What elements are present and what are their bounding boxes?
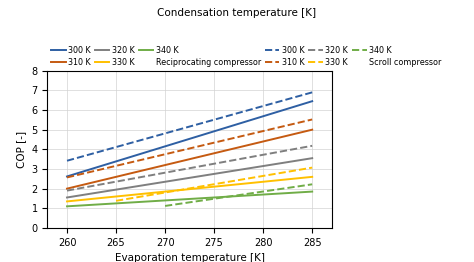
Y-axis label: COP [-]: COP [-] [16,131,26,168]
Legend: 300 K, 310 K, 320 K, 330 K, 340 K, Reciprocating compressor, 300 K, 310 K, 320 K: 300 K, 310 K, 320 K, 330 K, 340 K, Recip… [51,46,441,67]
Text: Condensation temperature [K]: Condensation temperature [K] [157,8,317,18]
X-axis label: Evaporation temperature [K]: Evaporation temperature [K] [115,253,264,262]
